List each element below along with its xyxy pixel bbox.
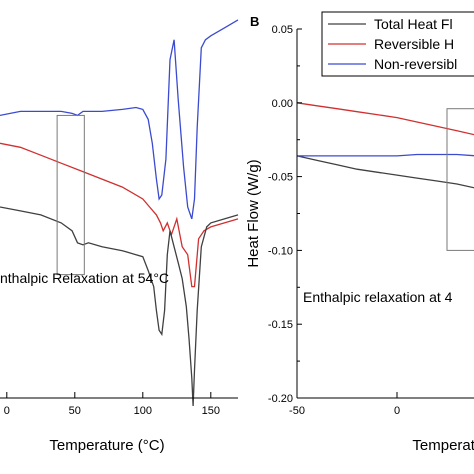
panel-b-letter: B	[250, 14, 259, 29]
panel-b-highlight-box	[446, 108, 474, 251]
panel-b-x-tick-label: -50	[289, 405, 305, 417]
panel-b-annotation: Enthalpic relaxation at 4	[303, 289, 453, 305]
panel-b-y-tick-label: 0.00	[272, 98, 293, 110]
panel-a-series-line-1	[0, 19, 239, 220]
panel-b-legend-label: Non-reversibl	[374, 56, 457, 72]
panel-b-legend: Total Heat Fl Reversible H Non-reversibl	[321, 11, 474, 77]
panel-b-y-tick-label: -0.05	[268, 172, 293, 184]
panel-a-x-tick-label: 50	[69, 405, 81, 417]
panel-b-legend-label: Total Heat Fl	[374, 16, 453, 32]
panel-a-series-line-3	[0, 206, 239, 407]
panel-a-series	[0, 19, 239, 407]
panel-a-x-tick-label: 100	[134, 405, 152, 417]
panel-a-highlight-box	[56, 114, 85, 276]
panel-b: B 0.050.00-0.05-0.10-0.15-0.20 -50050 He…	[245, 11, 474, 454]
panel-a-x-ticks: 0 50 100 150	[4, 392, 220, 417]
panel-a-annotation: nthalpic Relaxation at 54°C	[0, 270, 169, 286]
panel-b-x-ticks: -50050	[289, 392, 400, 417]
panel-a-x-tick-label: 0	[4, 405, 10, 417]
panel-a: 0 50 100 150 nthalpic Relaxation at 54°C Te…	[0, 19, 239, 454]
panel-b-y-tick-label: -0.20	[268, 393, 293, 405]
panel-b-y-ticks: 0.05 0.00 -0.05 -0.10 -0.15 -0.20	[268, 24, 302, 405]
panel-b-x-tick-label: 0	[394, 405, 400, 417]
panel-b-y-tick-label: 0.05	[272, 24, 293, 36]
panel-a-x-label: Temperature (°C)	[49, 437, 164, 454]
panel-a-x-tick-label: 150	[202, 405, 220, 417]
panel-b-y-tick-label: -0.10	[268, 245, 293, 257]
panel-b-series-line-2	[296, 102, 474, 136]
panel-b-y-tick-label: -0.15	[268, 319, 293, 331]
panel-b-legend-label: Reversible H	[374, 36, 454, 52]
panel-b-y-label: Heat Flow (W/g)	[245, 159, 262, 267]
panel-b-x-label: Temperature (°C)	[412, 437, 474, 454]
panel-a-series-line-2	[0, 142, 239, 288]
